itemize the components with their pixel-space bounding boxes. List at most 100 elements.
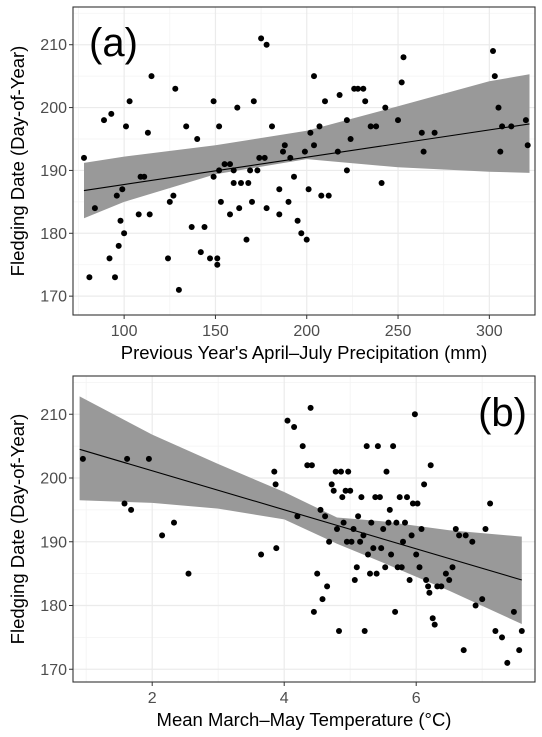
y-tick-label: 180 [40,598,67,615]
data-point [141,173,148,180]
data-point [482,526,489,532]
data-point [271,468,278,475]
y-tick-label: 190 [40,534,67,551]
y-tick-label: 200 [40,471,67,488]
data-point [414,500,421,507]
y-tick-label: 210 [40,37,67,54]
data-point [385,519,392,526]
data-point [469,538,476,545]
data-point [325,192,332,199]
data-point [382,104,389,111]
data-point [318,192,325,199]
data-point [348,538,355,545]
data-point [299,443,306,450]
data-point [404,494,410,501]
y-tick-label: 170 [40,662,67,679]
data-point [355,513,362,520]
data-point [280,148,286,155]
data-point [214,261,221,268]
y-tick-label: 190 [40,163,67,180]
data-point [358,494,365,501]
data-point [171,519,177,526]
data-point [425,583,432,590]
x-tick-label: 2 [148,690,157,707]
data-point [368,519,375,526]
data-point [491,73,498,80]
data-point [354,85,361,92]
data-point [188,224,195,230]
data-point [350,526,357,532]
data-point [86,274,93,281]
confidence-band [79,396,522,624]
data-point [119,186,126,193]
data-point [456,532,463,539]
data-point [508,123,515,130]
panel-a: 100 150 200 250 300 170 180 190 200 210 Previous Y… [7,6,536,363]
data-point [314,570,321,577]
data-point [303,236,310,243]
data-point [490,48,496,54]
data-point [216,123,223,130]
data-point [347,136,354,142]
data-point [317,506,324,513]
data-point [400,54,407,61]
data-point [495,104,502,111]
data-point [330,487,337,494]
data-point [117,217,124,224]
data-point [249,198,255,205]
data-point [183,123,190,130]
data-point [429,615,436,622]
data-point [234,104,241,111]
data-point [418,526,425,532]
data-point [263,205,270,212]
data-point [336,628,342,634]
x-tick-label: 300 [476,323,503,340]
data-point [146,211,153,218]
plot-background [73,376,535,682]
data-point [472,602,479,609]
data-point [431,621,438,628]
regression-line [83,123,530,192]
data-point [460,647,467,654]
data-point [367,123,374,130]
data-point [479,596,486,603]
x-tick-label: 250 [385,323,412,340]
data-point [217,198,224,205]
data-point [170,192,177,199]
x-tick-label: 4 [280,690,289,707]
data-point [115,242,122,249]
y-tick-label: 210 [40,407,67,424]
data-point [291,173,297,180]
y-tick-label: 200 [40,100,67,117]
data-point [504,659,511,666]
data-point [165,255,171,262]
x-axis-title: Previous Year's April–July Precipitation… [121,342,488,363]
data-point [392,608,399,615]
data-point [427,462,434,469]
data-point [497,148,504,155]
data-point [308,462,315,469]
data-point [124,455,131,462]
data-point [487,500,494,507]
data-point [243,236,250,243]
data-point [390,443,397,450]
data-point [216,167,223,174]
data-point [334,148,341,155]
data-point [210,173,217,180]
x-axis-title: Mean March–May Temperature (°C) [157,709,452,730]
data-point [273,545,280,552]
data-point [398,564,405,571]
data-point [499,634,505,641]
data-point [294,217,301,224]
data-point [442,570,449,577]
data-point [135,211,142,218]
data-point [378,180,385,186]
data-point [210,98,217,105]
data-point [261,154,268,161]
data-point [201,224,208,230]
data-point [396,494,403,501]
data-point [339,494,346,501]
data-point [446,577,453,583]
data-point [393,519,400,526]
